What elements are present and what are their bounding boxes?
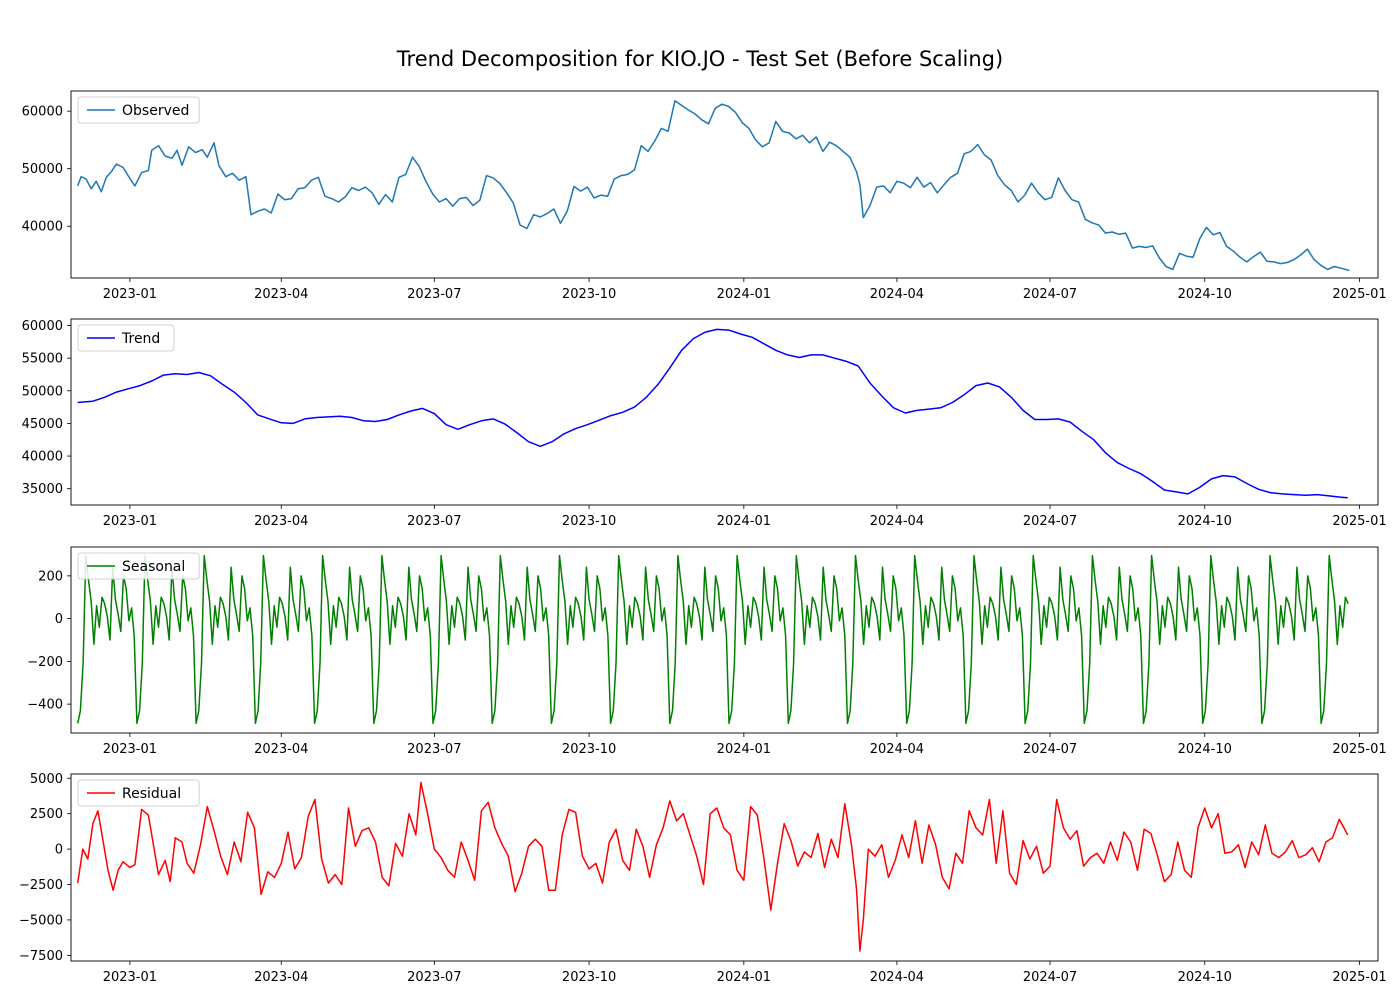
axes-frame bbox=[70, 773, 1379, 962]
panel-observed: 40000 50000 60000 2023-01 2023-04 2023-07 2023… bbox=[22, 90, 1387, 302]
x-tick-label: 2023-04 bbox=[254, 742, 308, 757]
axes-frame bbox=[70, 90, 1379, 279]
x-tick-label: 2023-10 bbox=[562, 970, 616, 985]
x-tick-label: 2023-01 bbox=[103, 742, 157, 757]
x-tick-label: 2024-07 bbox=[1023, 970, 1077, 985]
x-tick-label: 2023-07 bbox=[407, 742, 461, 757]
x-tick-label: 2023-07 bbox=[407, 970, 461, 985]
x-tick-label: 2024-01 bbox=[717, 287, 771, 302]
series-line-trend bbox=[77, 328, 1348, 499]
x-tick-label: 2023-04 bbox=[254, 287, 308, 302]
x-tick-label: 2024-04 bbox=[870, 514, 924, 529]
y-tick-label: −5000 bbox=[19, 913, 63, 928]
legend-box bbox=[77, 779, 200, 807]
y-tick-label: 0 bbox=[55, 843, 63, 858]
panel-seasonal: −400 −200 0 200 2023-01 2023-04 2023-07 2023-10… bbox=[27, 546, 1387, 757]
legend-label: Observed bbox=[122, 103, 189, 119]
x-tick-label: 2024-01 bbox=[717, 514, 771, 529]
x-tick-label: 2023-01 bbox=[103, 514, 157, 529]
x-tick-label: 2024-07 bbox=[1023, 287, 1077, 302]
x-tick-label: 2023-04 bbox=[254, 514, 308, 529]
y-tick-label: 0 bbox=[55, 612, 63, 627]
legend-box bbox=[77, 96, 200, 124]
y-tick-label: 2500 bbox=[30, 807, 63, 822]
y-tick-label: −400 bbox=[27, 698, 63, 713]
legend-label: Trend bbox=[121, 331, 160, 347]
panel-trend: 35000 40000 45000 50000 55000 60000 2023-01 202… bbox=[22, 318, 1387, 529]
axes-frame bbox=[70, 318, 1379, 506]
chart-title: Trend Decomposition for KIO.JO - Test Se… bbox=[396, 47, 1003, 71]
legend-label: Seasonal bbox=[122, 559, 185, 575]
y-tick-label: 45000 bbox=[22, 417, 63, 432]
x-tick-label: 2025-01 bbox=[1332, 742, 1386, 757]
legend-label: Residual bbox=[122, 786, 181, 802]
series-line-seasonal bbox=[76, 554, 1349, 725]
axes-frame bbox=[70, 546, 1379, 734]
y-tick-label: −7500 bbox=[19, 949, 63, 964]
x-tick-label: 2025-01 bbox=[1332, 970, 1386, 985]
x-tick-label: 2024-10 bbox=[1178, 514, 1232, 529]
y-tick-label: 60000 bbox=[22, 105, 63, 120]
x-tick-label: 2025-01 bbox=[1332, 287, 1386, 302]
x-tick-label: 2024-01 bbox=[717, 970, 771, 985]
x-tick-label: 2024-04 bbox=[870, 287, 924, 302]
y-tick-label: 40000 bbox=[22, 450, 63, 465]
x-tick-label: 2024-04 bbox=[870, 970, 924, 985]
y-tick-label: 35000 bbox=[22, 482, 63, 497]
x-tick-label: 2023-04 bbox=[254, 970, 308, 985]
y-tick-label: 5000 bbox=[30, 772, 63, 787]
y-tick-label: −2500 bbox=[19, 878, 63, 893]
x-tick-label: 2023-10 bbox=[562, 742, 616, 757]
y-tick-label: 200 bbox=[38, 569, 63, 584]
legend: Trend bbox=[77, 324, 175, 352]
x-tick-label: 2023-01 bbox=[103, 287, 157, 302]
x-tick-label: 2024-07 bbox=[1023, 514, 1077, 529]
panel-residual: −7500 −5000 −2500 0 2500 5000 2023-01 2023-04 20… bbox=[19, 772, 1387, 985]
x-tick-label: 2024-01 bbox=[717, 742, 771, 757]
legend: Observed bbox=[77, 96, 200, 124]
legend-box bbox=[77, 324, 175, 352]
x-tick-label: 2023-01 bbox=[103, 970, 157, 985]
x-tick-label: 2024-10 bbox=[1178, 970, 1232, 985]
x-tick-label: 2024-07 bbox=[1023, 742, 1077, 757]
y-tick-label: −200 bbox=[27, 655, 63, 670]
x-tick-label: 2025-01 bbox=[1332, 514, 1386, 529]
legend-box bbox=[77, 552, 200, 580]
x-tick-label: 2023-07 bbox=[407, 287, 461, 302]
y-tick-label: 55000 bbox=[22, 352, 63, 367]
x-tick-label: 2023-10 bbox=[562, 514, 616, 529]
y-tick-label: 60000 bbox=[22, 319, 63, 334]
y-tick-label: 50000 bbox=[22, 162, 63, 177]
y-tick-label: 40000 bbox=[22, 220, 63, 235]
x-tick-label: 2023-10 bbox=[562, 287, 616, 302]
legend: Residual bbox=[77, 779, 200, 807]
x-tick-label: 2024-04 bbox=[870, 742, 924, 757]
series-line-residual bbox=[76, 781, 1349, 952]
x-tick-label: 2024-10 bbox=[1178, 742, 1232, 757]
x-tick-label: 2024-10 bbox=[1178, 287, 1232, 302]
x-tick-label: 2023-07 bbox=[407, 514, 461, 529]
series-line-observed bbox=[76, 100, 1350, 272]
legend: Seasonal bbox=[77, 552, 200, 580]
y-tick-label: 50000 bbox=[22, 384, 63, 399]
